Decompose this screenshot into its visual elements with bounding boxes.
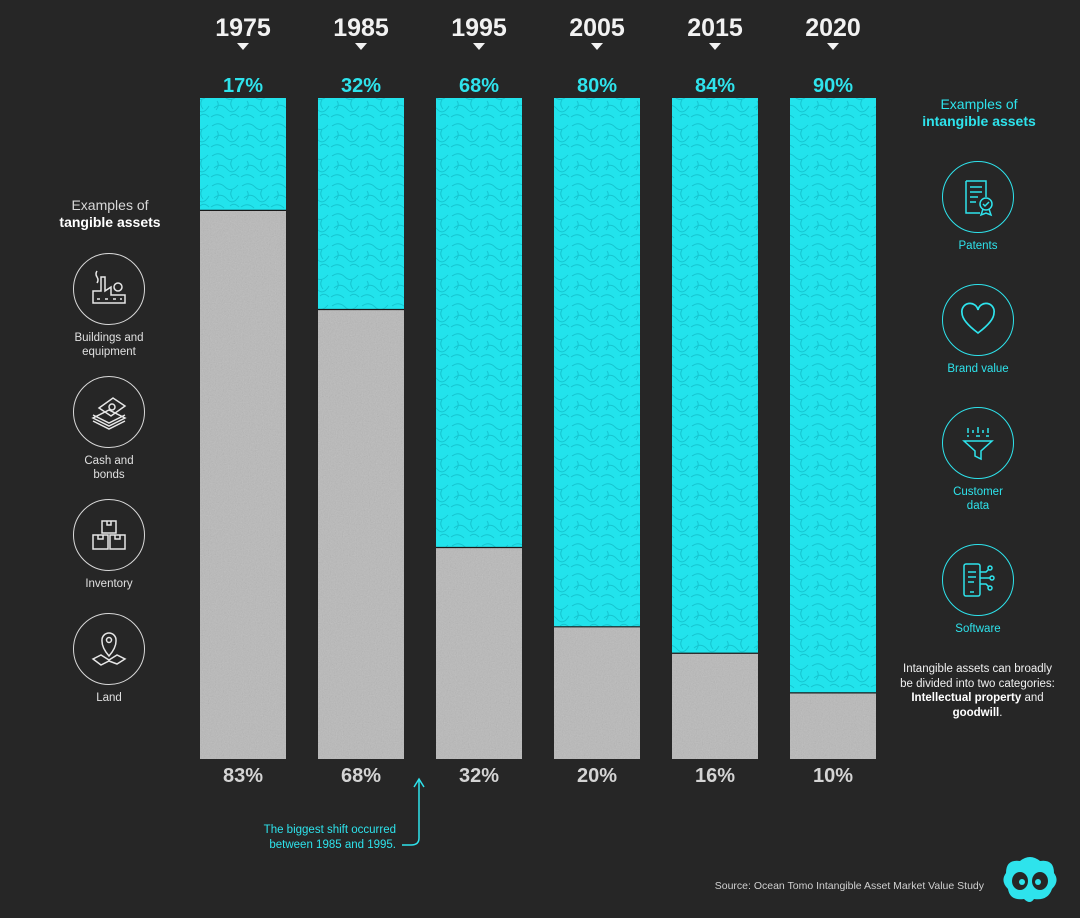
year-label-2005: 2005 — [569, 14, 625, 42]
heart-icon — [942, 284, 1014, 356]
note-text1: Intangible assets can broadly be divided… — [900, 663, 1055, 690]
tangible-bar-texture-1995 — [436, 547, 522, 759]
intangible-heading: Examples of intangible assets — [905, 96, 1053, 130]
intangible-item-patents-label1: Patents — [958, 240, 998, 252]
intangible-label-2005: 80% — [577, 75, 617, 97]
year-marker-2005 — [591, 43, 603, 50]
intangible-item-software: Software — [913, 544, 1043, 636]
intangible-label-2020: 90% — [813, 75, 853, 97]
note-bold2: goodwill — [952, 706, 1000, 719]
tangible-bar-texture-2020 — [790, 692, 876, 759]
money-stack-icon — [73, 376, 145, 448]
intangible-item-customer-data-label2: data — [966, 500, 990, 512]
tangible-bar-texture-1985 — [318, 309, 404, 759]
tangible-bar-texture-2015 — [672, 653, 758, 759]
map-pin-icon — [73, 613, 145, 685]
visual-capitalist-logo-icon — [1003, 857, 1057, 902]
intangible-label-1995: 68% — [459, 75, 499, 97]
year-marker-1985 — [355, 43, 367, 50]
phone-circuit-icon — [942, 544, 1014, 616]
tangible-heading: Examples of tangible assets — [40, 197, 180, 231]
intangible-bar-2020 — [790, 98, 876, 693]
tangible-item-land: Land — [44, 613, 174, 705]
year-marker-1995 — [473, 43, 485, 50]
tangible-bar-texture-1975 — [200, 210, 286, 759]
year-label-1985: 1985 — [333, 14, 389, 42]
intangible-item-brand: Brand value — [913, 284, 1043, 376]
intangible-item-software-label1: Software — [955, 623, 1001, 635]
tangible-item-cash: Cash and bonds — [44, 376, 174, 482]
year-marker-2015 — [709, 43, 721, 50]
intangible-label-1975: 17% — [223, 75, 263, 97]
tangible-bar-texture-2005 — [554, 626, 640, 759]
year-label-1995: 1995 — [451, 14, 507, 42]
year-marker-1975 — [237, 43, 249, 50]
tangible-label-1985: 68% — [341, 765, 381, 787]
funnel-icon — [942, 407, 1014, 479]
intangible-bar-2005 — [554, 98, 640, 627]
intangible-item-customer-data: Customer data — [913, 407, 1043, 513]
tangible-item-buildings-label2: equipment — [82, 346, 136, 358]
tangible-item-buildings-label1: Buildings and — [74, 332, 144, 344]
note-text2: and — [1021, 692, 1044, 704]
annotation-arrowhead — [413, 777, 425, 788]
intangible-label-1985: 32% — [341, 75, 381, 97]
tangible-item-inventory-label1: Inventory — [85, 578, 133, 590]
tangible-label-1995: 32% — [459, 765, 499, 787]
tangible-heading-line1: Examples of — [71, 197, 149, 213]
intangible-label-2015: 84% — [695, 75, 735, 97]
boxes-icon — [73, 499, 145, 571]
intangible-bar-1995 — [436, 98, 522, 548]
year-label-2020: 2020 — [805, 14, 861, 42]
intangible-item-customer-data-label1: Customer — [953, 486, 1003, 498]
intangible-heading-line1: Examples of — [940, 96, 1018, 112]
intangible-bar-2015 — [672, 98, 758, 654]
shift-annotation-line1: The biggest shift occurred — [263, 824, 396, 836]
tangible-item-land-label1: Land — [96, 692, 122, 704]
tangible-item-cash-label1: Cash and — [84, 455, 134, 467]
tangible-item-inventory: Inventory — [44, 499, 174, 591]
intangible-bar-1975 — [200, 98, 286, 211]
intangible-item-patents: Patents — [913, 161, 1043, 253]
tangible-item-buildings: Buildings and equipment — [44, 253, 174, 359]
annotation-arrow — [402, 780, 420, 846]
intangible-item-brand-label1: Brand value — [947, 363, 1009, 375]
note-bold1: Intellectual property — [911, 692, 1022, 704]
shift-annotation-line2: between 1985 and 1995. — [269, 838, 396, 851]
certificate-icon — [942, 161, 1014, 233]
year-marker-2020 — [827, 43, 839, 50]
tangible-heading-line2: tangible assets — [59, 214, 161, 230]
intangible-heading-line2: intangible assets — [922, 113, 1036, 129]
note-text3: . — [999, 706, 1003, 719]
shift-annotation: The biggest shift occurred between 1985 … — [205, 823, 396, 852]
year-label-1975: 1975 — [215, 14, 271, 42]
factory-icon — [73, 253, 145, 325]
tangible-label-1975: 83% — [223, 765, 263, 787]
intangible-bar-1985 — [318, 98, 404, 310]
tangible-label-2020: 10% — [813, 765, 853, 787]
year-label-2015: 2015 — [687, 14, 743, 42]
source-credit: Source: Ocean Tomo Intangible Asset Mark… — [714, 880, 984, 892]
tangible-label-2005: 20% — [577, 765, 617, 787]
categories-note: Intangible assets can broadly be divided… — [900, 662, 1055, 720]
tangible-label-2015: 16% — [695, 765, 735, 787]
tangible-item-cash-label2: bonds — [93, 469, 125, 481]
